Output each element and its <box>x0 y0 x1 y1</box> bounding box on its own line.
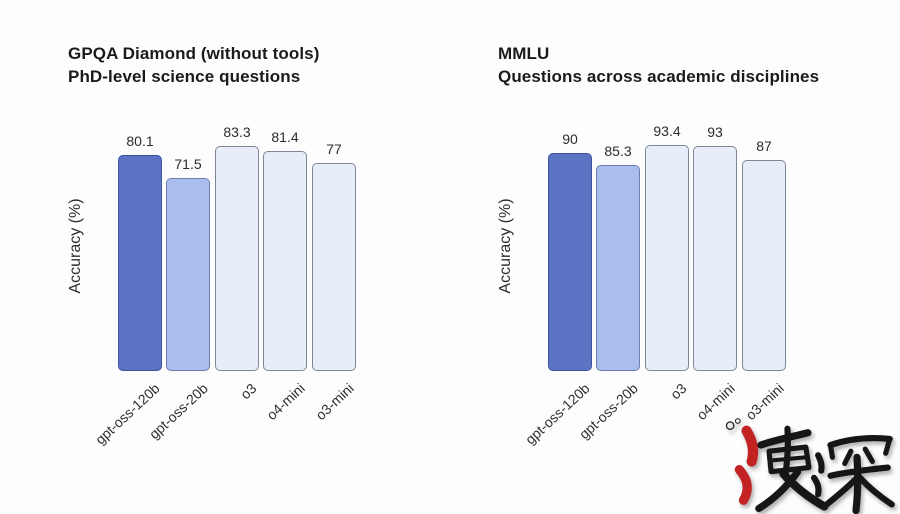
bar-gpt-oss-120b <box>118 155 162 371</box>
value-label-gpt-oss-20b: 71.5 <box>174 156 202 172</box>
bar-gpt-oss-20b <box>166 178 210 371</box>
chart-title-line1: MMLU <box>498 44 550 63</box>
value-label-gpt-oss-120b: 80.1 <box>126 133 154 149</box>
bar-gpt-oss-120b <box>548 153 592 371</box>
bar-o3-mini <box>312 163 356 371</box>
watermark-right-character <box>810 435 895 514</box>
value-label-gpt-oss-20b: 85.3 <box>604 143 632 159</box>
x-tick-o3: o3 <box>667 380 690 403</box>
watermark-left-character <box>755 425 829 513</box>
x-tick-o3-mini: o3-mini <box>312 380 357 424</box>
chart-mmlu: MMLU Questions across academic disciplin… <box>430 0 860 514</box>
bar-gpt-oss-20b <box>596 165 640 371</box>
value-label-o4-mini: 81.4 <box>271 129 299 145</box>
bar-o3 <box>645 145 689 371</box>
value-label-o3-mini: 77 <box>326 141 342 157</box>
bar-o4-mini <box>693 146 737 371</box>
value-label-o3: 93.4 <box>653 123 681 139</box>
chart-title: MMLU Questions across academic disciplin… <box>498 42 819 88</box>
value-label-gpt-oss-120b: 90 <box>562 131 578 147</box>
bar-o3 <box>215 146 259 371</box>
ink-ring-icon <box>725 421 735 430</box>
watermark-logo <box>725 418 895 514</box>
y-axis-label: Accuracy (%) <box>67 198 84 294</box>
chart-title-line2: Questions across academic disciplines <box>498 67 820 86</box>
bar-o4-mini <box>263 151 307 371</box>
y-axis-label: Accuracy (%) <box>497 198 514 294</box>
value-label-o3-mini: 87 <box>756 138 772 154</box>
value-label-o4-mini: 93 <box>707 124 723 140</box>
chart-title-line2: PhD-level science questions <box>68 67 301 86</box>
watermark-red-strokes <box>734 425 759 505</box>
value-label-o3: 83.3 <box>223 124 251 140</box>
x-tick-o3: o3 <box>237 380 260 403</box>
x-tick-o4-mini: o4-mini <box>263 380 308 424</box>
ink-ring-icon <box>734 418 741 424</box>
chart-title-line1: GPQA Diamond (without tools) <box>68 44 320 63</box>
chart-gpqa-diamond: GPQA Diamond (without tools) PhD-level s… <box>0 0 430 514</box>
chart-title: GPQA Diamond (without tools) PhD-level s… <box>68 42 319 88</box>
bar-o3-mini <box>742 160 786 371</box>
